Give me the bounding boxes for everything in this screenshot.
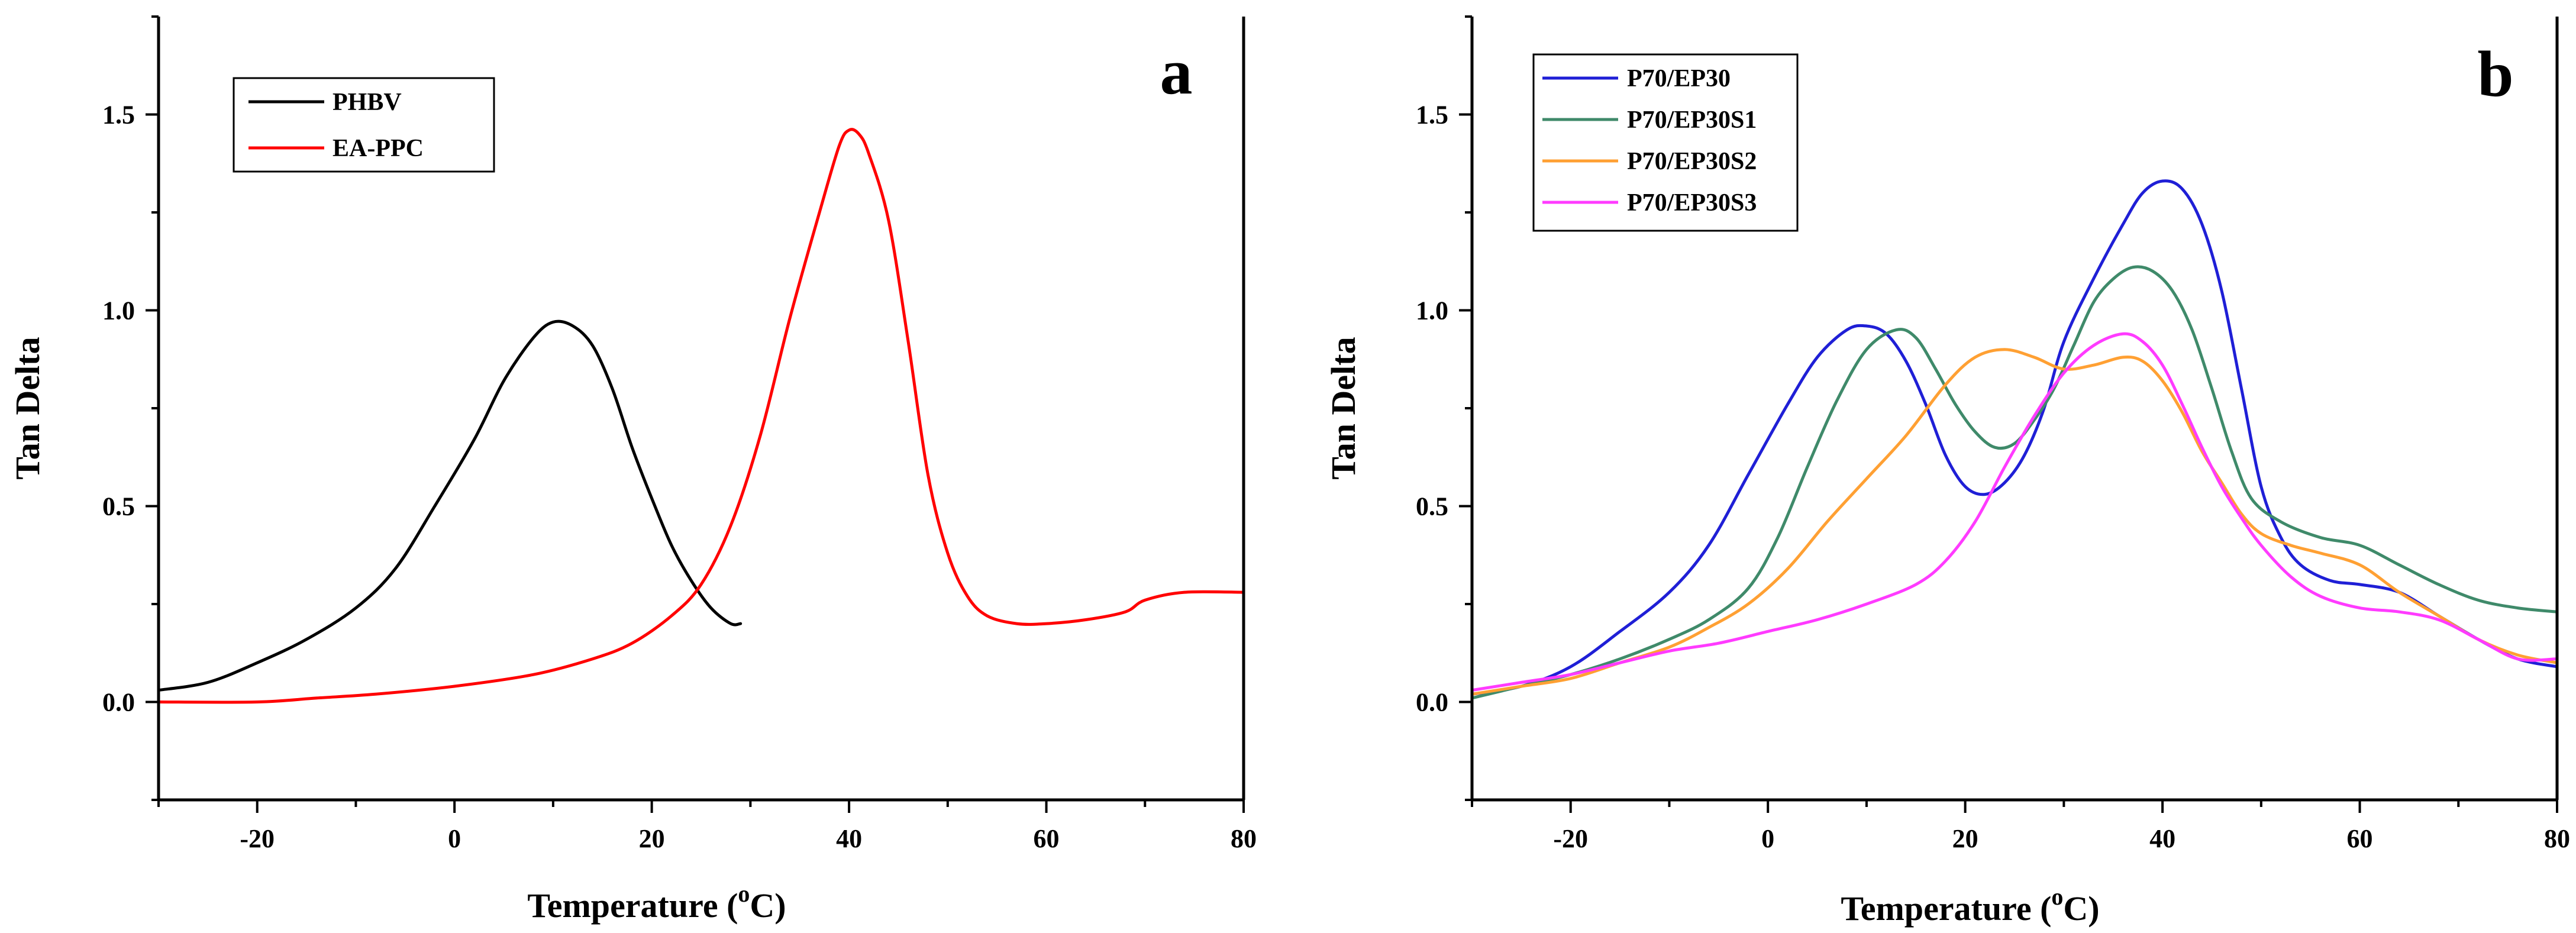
panel-a-x-tick-label: 80 — [1231, 824, 1257, 853]
panel-a-y-tick-label: 1.0 — [102, 296, 135, 325]
panel-a-y-tick-label: 0.5 — [102, 492, 135, 521]
panel-a-x-axis-title-suffix: C) — [750, 886, 786, 925]
panel-b-legend-label-p70-ep30s3: P70/EP30S3 — [1627, 189, 1757, 217]
panel-a-x-tick-label: -20 — [240, 824, 275, 853]
panel-a-legend-label-ea-ppc: EA-PPC — [333, 135, 424, 162]
panel-b-series-p70-ep30s3 — [1470, 332, 2559, 692]
panel-b-x-axis-title: Temperature (oC) — [1841, 883, 2099, 928]
panel-b-x-axis-title-sup: o — [2051, 883, 2063, 910]
panel-a-x-axis-title-main: Temperature ( — [527, 886, 738, 925]
panel-a-x-axis-title: Temperature (oC) — [527, 880, 786, 925]
panel-b-x-tick-label: 0 — [1761, 824, 1774, 853]
panel-a-chart: -20 0 20 40 60 80 0.0 0.5 1.0 1.5 Tan Delta Tempe… — [8, 15, 1257, 925]
panel-a-x-tick-label: 20 — [639, 824, 665, 853]
panel-a-series-phbv — [157, 319, 743, 692]
panel-b-series-p70-ep30 — [1470, 179, 2559, 696]
panel-b-series — [1470, 179, 2559, 700]
panel-b-ticks — [1459, 15, 2558, 813]
panel-a-y-tick-label: 1.5 — [102, 101, 135, 130]
panel-b-legend-label-p70-ep30s2: P70/EP30S2 — [1627, 148, 1757, 175]
panel-b-tick-labels: -20 0 20 40 60 80 0.0 0.5 1.0 1.5 — [1416, 101, 2570, 854]
panel-b-y-axis-title: Tan Delta — [1324, 337, 1363, 479]
panel-b-x-tick-label: 20 — [1952, 824, 1978, 853]
panel-a-axes — [157, 17, 1245, 802]
panel-b-x-axis-title-suffix: C) — [2063, 889, 2099, 928]
panel-b-y-tick-label: 0.5 — [1416, 492, 1448, 521]
panel-b-legend: P70/EP30 P70/EP30S1 P70/EP30S2 P70/EP30S… — [1532, 53, 1799, 232]
panel-b-x-axis-title-main: Temperature ( — [1841, 889, 2051, 928]
panel-a-series — [157, 128, 1245, 704]
panel-a-y-axis-title: Tan Delta — [8, 337, 47, 479]
panel-a-x-axis-title-sup: o — [738, 880, 750, 907]
panel-a-legend-box — [233, 77, 495, 173]
panel-a-x-tick-label: 0 — [448, 824, 461, 853]
panel-b-axes — [1470, 17, 2559, 802]
panel-b-y-tick-label: 0.0 — [1416, 688, 1448, 717]
panel-a-letter: a — [1160, 35, 1193, 108]
panel-b-series-p70-ep30s1 — [1470, 265, 2559, 700]
panel-b-x-tick-label: -20 — [1553, 824, 1588, 853]
panel-a-legend: PHBV EA-PPC — [233, 77, 495, 173]
panel-a-tick-labels: -20 0 20 40 60 80 0.0 0.5 1.0 1.5 — [102, 101, 1257, 854]
panel-b-series-p70-ep30s2 — [1470, 348, 2559, 696]
panel-a-legend-label-phbv: PHBV — [333, 89, 402, 116]
panel-b-x-tick-label: 80 — [2544, 824, 2570, 853]
panel-a-y-tick-label: 0.0 — [102, 688, 135, 717]
panel-b-y-tick-label: 1.0 — [1416, 296, 1448, 325]
panel-a-x-tick-label: 40 — [836, 824, 862, 853]
panel-b-x-tick-label: 60 — [2347, 824, 2373, 853]
panel-b-legend-label-p70-ep30: P70/EP30 — [1627, 65, 1731, 92]
panel-b-x-tick-label: 40 — [2149, 824, 2175, 853]
panel-a-x-tick-label: 60 — [1034, 824, 1060, 853]
panel-b-chart: -20 0 20 40 60 80 0.0 0.5 1.0 1.5 Tan Delta Tempe… — [1324, 15, 2570, 928]
panel-b-legend-label-p70-ep30s1: P70/EP30S1 — [1627, 106, 1757, 134]
panel-a-series-ea-ppc — [157, 128, 1245, 704]
panel-b-letter: b — [2477, 38, 2513, 110]
panel-b-y-tick-label: 1.5 — [1416, 101, 1448, 130]
